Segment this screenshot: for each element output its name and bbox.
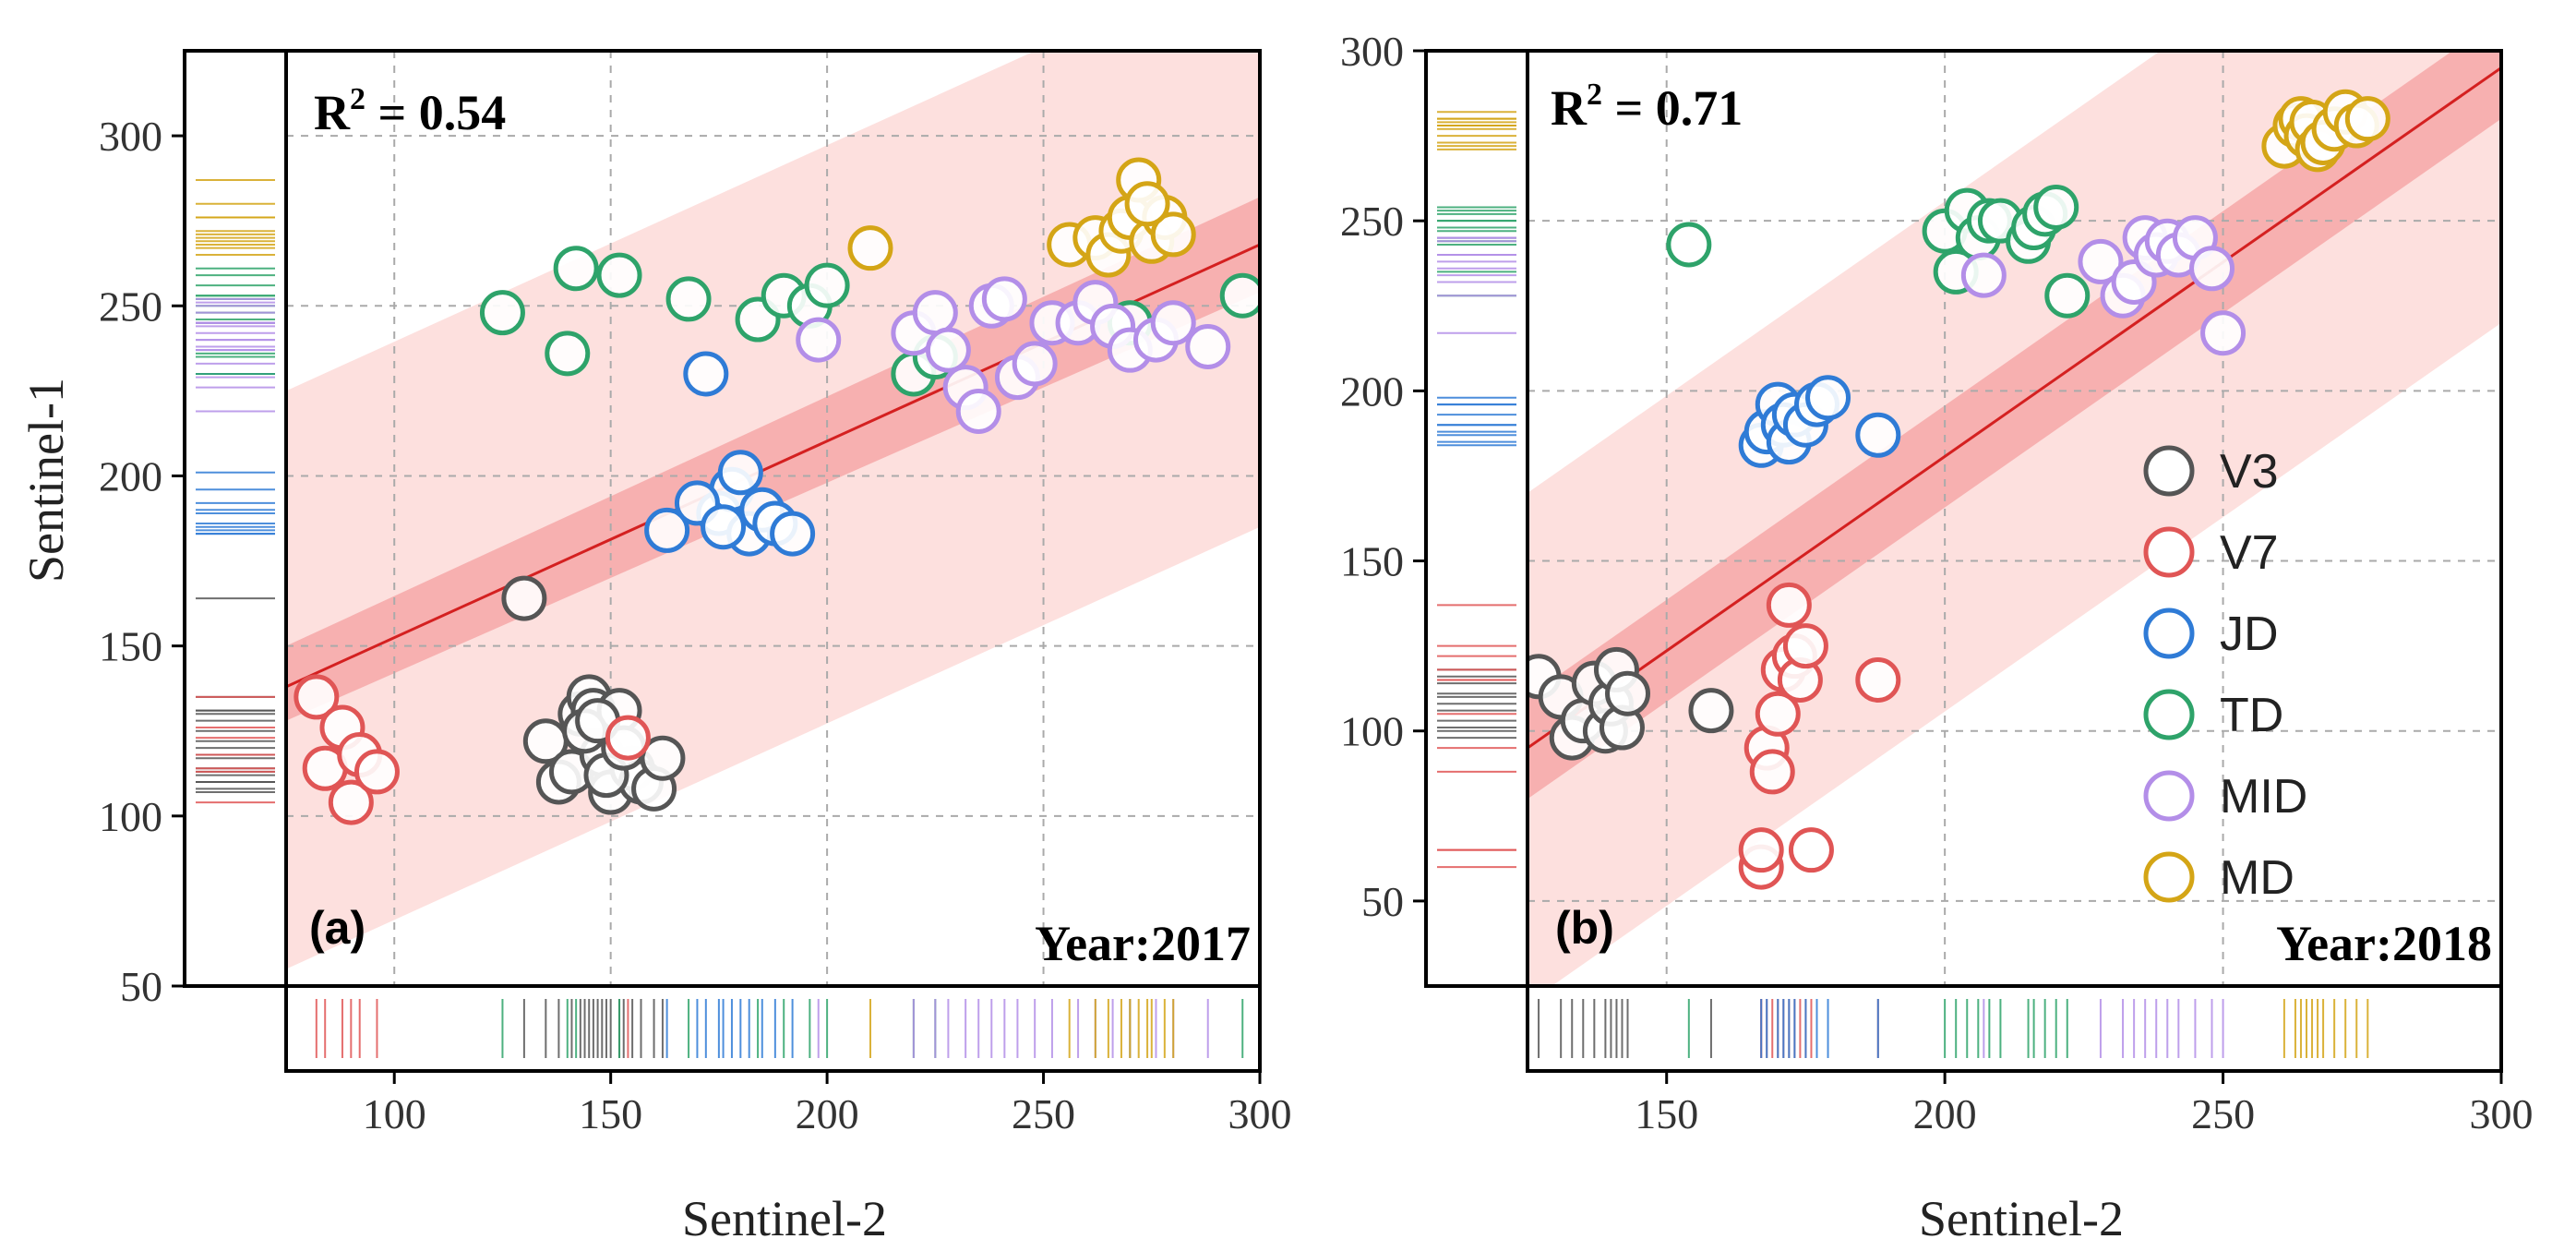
- x-tick-label: 300: [2470, 1090, 2534, 1137]
- legend-marker-jd: [2143, 607, 2195, 659]
- data-point-v7: [1749, 749, 1795, 795]
- data-point-v7: [1788, 827, 1834, 873]
- data-point-mid: [981, 276, 1027, 322]
- data-point-td: [665, 276, 712, 322]
- data-point-jd: [1805, 375, 1851, 421]
- y-tick-label: 300: [99, 113, 162, 160]
- legend-marker-v3: [2143, 445, 2195, 497]
- y-tick-label: 100: [99, 793, 162, 840]
- legend-label-v3: V3: [2220, 445, 2279, 499]
- legend-label-md: MD: [2220, 851, 2294, 905]
- year-label-a: Year:2017: [1035, 916, 1251, 971]
- y-tick-label: 150: [1340, 538, 1404, 585]
- legend-marker-mid: [2143, 770, 2195, 822]
- data-point-jd: [770, 511, 816, 557]
- y-tick-label: 250: [99, 283, 162, 330]
- x-tick-label: 250: [1012, 1090, 1075, 1137]
- data-point-v3: [1605, 670, 1651, 716]
- data-point-v3: [501, 575, 547, 621]
- r2-annotation-a: R2 = 0.54: [314, 82, 506, 140]
- year-label-b: Year:2018: [2276, 916, 2492, 971]
- legend: V3 V7 JD TD MID MD: [2143, 445, 2307, 905]
- legend-marker-td: [2143, 689, 2195, 740]
- legend-marker-md: [2143, 851, 2195, 903]
- data-point-td: [545, 331, 591, 377]
- panel-label-b: (b): [1555, 902, 1614, 954]
- data-point-td: [1219, 272, 1260, 319]
- data-point-mid: [1185, 323, 1231, 369]
- rug-frame-y: [1424, 49, 1529, 988]
- legend-label-mid: MID: [2220, 770, 2307, 824]
- regression-line: [1528, 66, 2501, 750]
- data-point-mid: [2189, 246, 2235, 292]
- data-point-mid: [955, 388, 1001, 434]
- data-point-td: [553, 246, 599, 292]
- data-point-td: [804, 262, 850, 308]
- data-point-jd: [701, 504, 747, 550]
- data-point-v7: [328, 779, 374, 825]
- x-tick-label: 250: [2191, 1090, 2255, 1137]
- data-point-mid: [1012, 341, 1058, 387]
- data-point-mid: [1150, 300, 1196, 346]
- y-axis-title-a: Sentinel-1: [18, 378, 74, 583]
- data-point-v7: [1766, 582, 1812, 628]
- data-point-mid: [2078, 238, 2124, 284]
- data-point-td: [479, 290, 525, 336]
- y-tick-label: 50: [1361, 878, 1404, 925]
- legend-label-td: TD: [2220, 689, 2283, 742]
- data-point-jd: [717, 450, 763, 496]
- data-point-v7: [353, 749, 400, 795]
- x-tick-label: 200: [1913, 1090, 1977, 1137]
- x-tick-label: 150: [1635, 1090, 1698, 1137]
- data-point-td: [2033, 184, 2079, 230]
- data-point-mid: [2200, 310, 2247, 356]
- legend-label-jd: JD: [2220, 607, 2279, 661]
- data-point-v3: [1688, 688, 1734, 734]
- data-point-mid: [796, 317, 842, 363]
- y-tick-label: 300: [1340, 28, 1404, 75]
- x-tick-label: 300: [1228, 1090, 1292, 1137]
- data-point-mid: [925, 327, 971, 373]
- legend-marker-v7: [2143, 526, 2195, 578]
- data-point-jd: [683, 351, 729, 397]
- x-tick-label: 150: [579, 1090, 642, 1137]
- x-tick-label: 200: [796, 1090, 859, 1137]
- y-tick-label: 100: [1340, 708, 1404, 755]
- x-axis-title-a: Sentinel-2: [682, 1191, 887, 1246]
- rug-frame-x: [1526, 984, 2503, 1073]
- data-point-td: [2044, 272, 2091, 319]
- y-tick-label: 50: [120, 963, 162, 1010]
- data-point-v7: [294, 674, 340, 720]
- y-tick-label: 150: [99, 623, 162, 670]
- x-axis-title-b: Sentinel-2: [1919, 1191, 2124, 1246]
- data-point-td: [596, 252, 642, 298]
- data-point-td: [1666, 222, 1712, 268]
- data-point-v7: [1738, 827, 1784, 873]
- data-point-jd: [644, 507, 690, 553]
- rug-frame-y: [183, 49, 288, 988]
- legend-label-v7: V7: [2220, 526, 2279, 580]
- data-point-md: [1150, 211, 1196, 258]
- y-tick-label: 200: [99, 452, 162, 499]
- data-point-v7: [605, 715, 651, 761]
- data-point-mid: [912, 290, 958, 336]
- y-tick-label: 200: [1340, 367, 1404, 415]
- r2-annotation-b: R2 = 0.71: [1551, 78, 1743, 136]
- panel-a: 100 150 200 250 300 50 100 150 200 250 300 R2 = 0.…: [18, 49, 1292, 1246]
- data-point-jd: [1855, 412, 1901, 458]
- panel-label-a: (a): [309, 902, 365, 954]
- data-point-v7: [1782, 623, 1828, 669]
- y-tick-label: 250: [1340, 198, 1404, 245]
- data-point-v7: [1855, 656, 1901, 703]
- x-tick-label: 100: [363, 1090, 426, 1137]
- data-point-md: [1124, 181, 1170, 227]
- rug-frame-x: [284, 984, 1262, 1073]
- data-point-md: [847, 225, 893, 271]
- data-point-v7: [1755, 691, 1801, 737]
- data-point-mid: [1960, 252, 2007, 298]
- data-point-md: [2344, 96, 2390, 142]
